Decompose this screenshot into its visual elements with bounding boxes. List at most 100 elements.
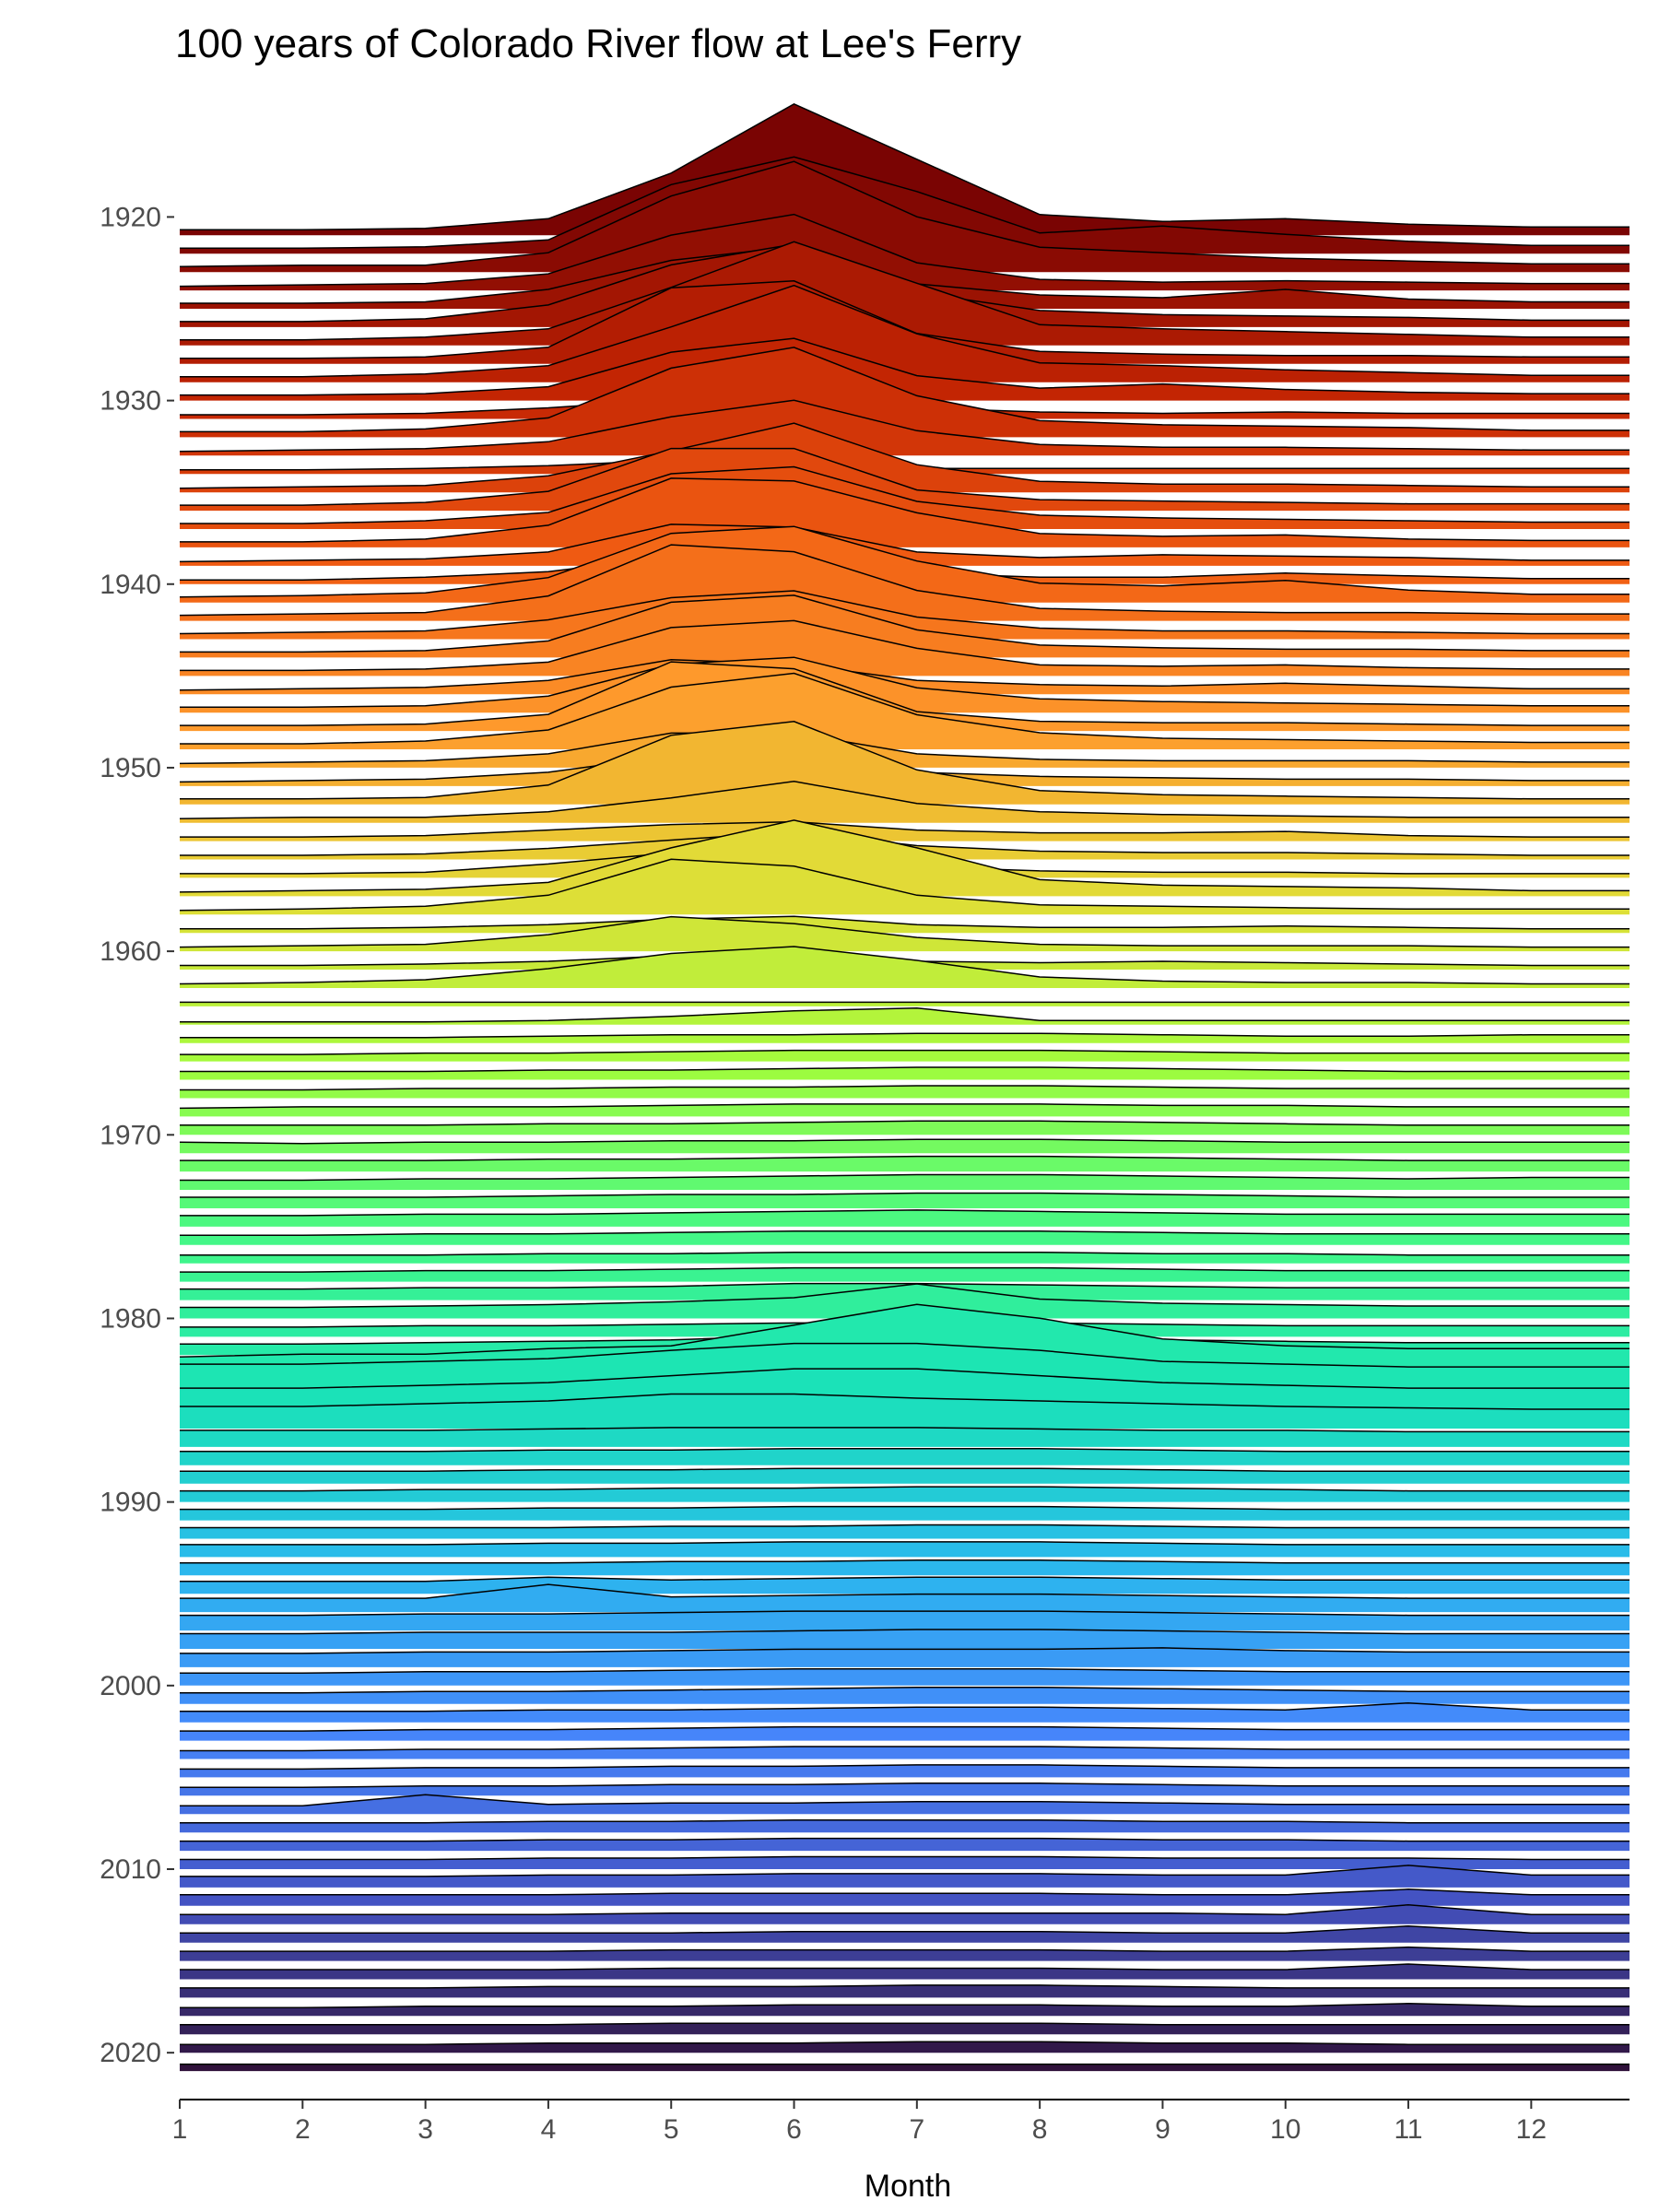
ridge-area: [180, 1121, 1630, 1135]
ridge-area: [180, 1103, 1630, 1117]
ridge-line: [180, 1576, 1630, 1583]
ridge-area: [180, 1687, 1630, 1704]
ridge-line: [179, 1303, 1630, 1358]
ridge-area: [180, 347, 1630, 438]
ridge-line: [180, 1427, 1630, 1433]
ridge-line: [180, 721, 1630, 800]
ridge-area: [180, 1304, 1630, 1374]
ridge-line: [179, 544, 1630, 617]
x-tick-label: 5: [664, 2114, 679, 2145]
ridge-line: [179, 1138, 1630, 1145]
x-tick-label: 8: [1032, 2114, 1048, 2145]
x-tick-label: 11: [1394, 2114, 1422, 2145]
ridge-line: [180, 1764, 1630, 1771]
x-tick-label: 10: [1270, 2114, 1300, 2145]
ridge-area: [180, 1369, 1630, 1411]
ridge-line: [180, 102, 1630, 231]
y-tick-label: 1930: [100, 386, 161, 417]
ridge-line: [180, 337, 1630, 396]
ridge-line: [180, 1963, 1630, 1971]
ridge-area: [180, 1702, 1630, 1723]
ridge-area: [180, 448, 1630, 512]
ridge-area: [180, 733, 1630, 768]
y-tick-label: 1950: [100, 753, 161, 783]
ridge-line: [180, 1946, 1630, 1952]
ridge-line: [180, 1629, 1630, 1635]
ridge-line: [180, 1984, 1630, 1989]
ridge-line: [180, 1701, 1630, 1712]
ridge-line: [179, 946, 1630, 985]
x-tick-label: 4: [541, 2114, 557, 2145]
ridge-area: [180, 1964, 1630, 1980]
ridge-line: [179, 858, 1630, 912]
ridge-area: [180, 1783, 1630, 1796]
ridge-line: [180, 1794, 1630, 1806]
ridge-area: [180, 916, 1630, 952]
x-tick-label: 1: [172, 2114, 188, 2145]
ridge-area: [180, 1174, 1630, 1190]
ridge-line: [180, 284, 1630, 378]
ridge-line: [179, 524, 1630, 563]
ridge-line: [180, 1486, 1630, 1492]
ridge-area: [180, 1394, 1630, 1429]
ridge-line: [180, 1085, 1630, 1091]
ridge-line: [180, 1251, 1630, 1256]
ridge-line: [180, 1032, 1630, 1039]
ridge-line: [180, 594, 1630, 653]
ridge-area: [180, 2023, 1630, 2035]
ridge-area: [180, 1856, 1630, 1869]
ridge-area: [180, 1647, 1630, 1667]
ridge-line: [179, 590, 1630, 635]
ridge-line: [180, 661, 1630, 726]
ridge-line: [180, 1467, 1630, 1472]
ridge-line: [180, 465, 1630, 524]
ridge-line: [180, 1865, 1630, 1877]
ridge-area: [180, 721, 1630, 805]
ridge-line: [180, 1903, 1630, 1915]
ridge-area: [180, 2064, 1630, 2072]
ridge-line: [180, 1583, 1630, 1599]
ridge-area: [180, 1838, 1630, 1852]
ridge-area: [180, 103, 1630, 236]
ridge-area: [180, 1904, 1630, 1924]
ridge-line: [180, 1155, 1630, 1161]
ridge-line: [180, 1725, 1630, 1732]
ridge-line: [179, 780, 1630, 819]
ridge-line: [179, 659, 1630, 691]
ridge-area: [180, 423, 1630, 493]
ridge-area: [180, 751, 1630, 786]
ridge-line: [180, 672, 1630, 745]
y-tick-label: 1980: [100, 1303, 161, 1334]
x-tick-label: 9: [1155, 2114, 1171, 2145]
ridge-line: [179, 1103, 1630, 1110]
y-tick-label: 1960: [100, 936, 161, 967]
y-tick-label: 2010: [100, 1854, 161, 1885]
ridge-line: [180, 619, 1630, 672]
ridge-line: [180, 1837, 1630, 1842]
ridge-line: [180, 1209, 1630, 1217]
ridge-line: [180, 1559, 1630, 1564]
ridge-area: [180, 659, 1630, 695]
x-tick-label: 12: [1516, 2114, 1547, 2145]
ridge-area: [180, 285, 1630, 382]
y-tick-label: 1940: [100, 570, 161, 600]
ridge-line: [180, 1505, 1630, 1511]
ridge-line: [179, 819, 1630, 893]
ridge-area: [180, 338, 1630, 401]
x-axis-title: Month: [865, 2169, 952, 2204]
ridge-line: [179, 160, 1630, 267]
ridge-line: [179, 422, 1630, 489]
ridge-area: [180, 1794, 1630, 1815]
y-tick-label: 1970: [100, 1120, 161, 1150]
ridge-area: [180, 821, 1630, 841]
ridge-line: [180, 1647, 1630, 1654]
ridge-area: [180, 545, 1630, 621]
ridge-area: [180, 157, 1630, 254]
ridge-area: [180, 1252, 1630, 1264]
ridge-area: [180, 1506, 1630, 1521]
ridge-area: [180, 1468, 1630, 1484]
ridge-line: [180, 1448, 1630, 1453]
ridge-area: [180, 1050, 1630, 1062]
ridge-area: [180, 1448, 1630, 1465]
